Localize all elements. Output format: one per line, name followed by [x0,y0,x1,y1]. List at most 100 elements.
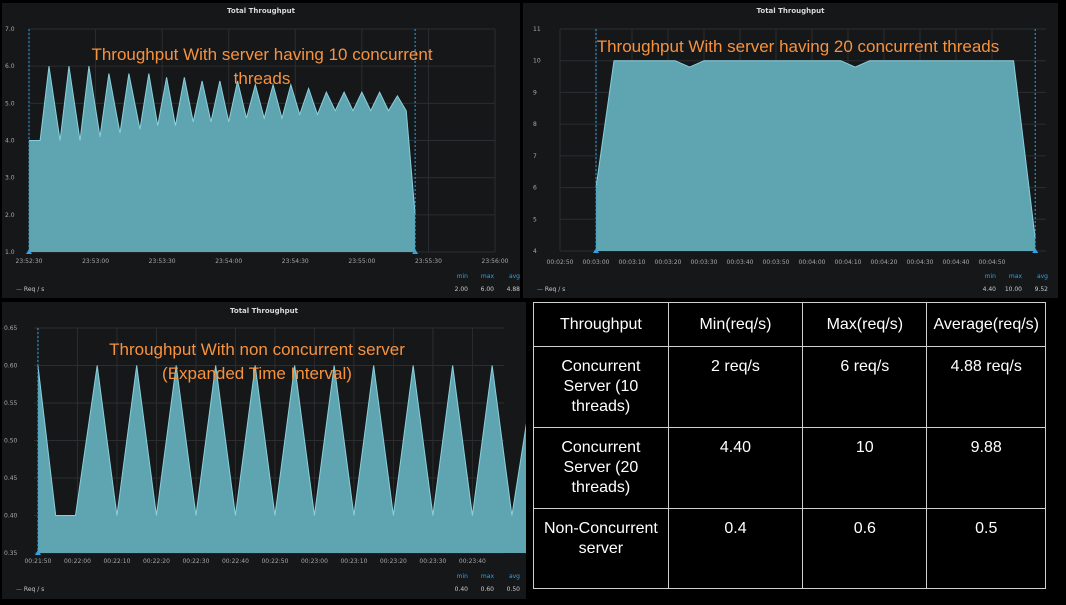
series-line [595,60,1036,239]
legend-stats: min max avg 2.00 6.00 4.88 [442,273,520,293]
y-tick-label: 0.35 [4,550,18,557]
y-tick-label: 1.0 [5,249,15,256]
stat-max-value: 6.00 [480,286,494,293]
legend-swatch: — [16,286,22,293]
header-average: Average(req/s) [926,302,1046,347]
series-area [596,60,1036,251]
chart-annotation: Throughput With server having 20 concurr… [543,35,1053,59]
stat-min-value: 4.40 [982,286,996,293]
x-tick-label: 00:04:00 [799,259,826,266]
x-tick-label: 00:22:30 [182,558,209,565]
row-max: 0.6 [802,508,928,589]
legend-label: Req / s [544,286,566,293]
stat-avg-label: avg [508,573,520,580]
y-tick-label: 0.50 [4,438,18,445]
stat-avg-value: 9.52 [1034,286,1048,293]
x-tick-label: 00:23:10 [340,558,367,565]
y-tick-label: 2.0 [5,212,15,219]
throughput-chart-non-concurrent: 0.35 0.40 0.45 0.50 0.55 0.60 0.65 00:21:50 00:2… [4,325,526,565]
x-tick-label: 00:04:50 [979,259,1006,266]
range-marker-triangle [593,248,599,253]
x-tick-label: 00:21:50 [24,558,51,565]
stat-min-label: min [456,573,468,580]
row-name: Concurrent Server (10 threads) [533,346,669,428]
x-tick-label: 00:03:00 [583,259,610,266]
throughput-chart-10-threads: 1.0 2.0 3.0 4.0 5.0 6.0 7.0 23:52:30 23:53:00 23:… [5,26,509,265]
x-tick-label: 00:04:40 [943,259,970,266]
panel-title: Total Throughput [227,7,295,15]
annotation-line-2: (Expanded Time Interval) [162,364,352,383]
range-marker-triangle [26,249,32,254]
stat-min-label: min [456,273,468,280]
table-row: Non-Concurrent server 0.4 0.6 0.5 [533,508,1046,589]
throughput-summary-table: Throughput Min(req/s) Max(req/s) Average… [533,302,1046,589]
y-tick-label: 11 [533,26,541,33]
y-tick-label: 10 [533,58,541,65]
legend[interactable]: — Req / s [16,286,44,293]
x-tick-label: 00:03:40 [727,259,754,266]
x-tick-label: 00:03:50 [763,259,790,266]
panel-title: Total Throughput [756,7,825,15]
stat-max-label: max [1008,273,1022,280]
y-tick-label: 6.0 [5,63,15,70]
y-tick-label: 6 [533,185,537,192]
y-tick-label: 5 [533,216,537,223]
x-tick-label: 23:54:30 [282,258,309,265]
x-tick-label: 00:23:40 [459,558,486,565]
stat-min-label: min [984,273,996,280]
x-tick-label: 23:56:00 [482,258,509,265]
x-tick-label: 23:55:00 [348,258,375,265]
stat-min-value: 0.40 [454,586,468,593]
y-tick-label: 0.40 [4,513,18,520]
x-tick-label: 00:03:10 [619,259,646,266]
series-line [29,66,416,215]
x-tick-label: 00:04:10 [835,259,862,266]
annotation-line-2: threads [233,69,291,88]
y-tick-label: 0.55 [4,400,18,407]
legend[interactable]: — Req / s [16,586,44,593]
x-tick-label: 00:02:50 [547,259,574,266]
x-tick-label: 23:53:00 [82,258,109,265]
panel-title: Total Throughput [230,307,298,315]
throughput-chart-20-threads: 4 5 6 7 8 9 10 11 00:02:50 00:03:00 00:03:10 00:03:… [533,26,1046,266]
y-tick-label: 0.60 [4,363,18,370]
legend[interactable]: — Req / s [537,286,565,293]
table-row: Concurrent Server (20 threads) 4.40 10 9… [533,427,1046,509]
series-area [29,66,416,252]
table-header-row: Throughput Min(req/s) Max(req/s) Average… [533,302,1046,347]
row-max: 6 req/s [802,346,928,428]
range-marker-triangle [412,249,419,254]
x-tick-label: 23:52:30 [16,258,43,265]
x-tick-label: 00:23:30 [419,558,446,565]
chart-panel-10-threads: Total Throughput 1.0 2.0 3.0 4.0 5.0 6.0 7.0 23… [2,3,520,298]
stat-max-value: 10.00 [1004,286,1022,293]
x-tick-label: 00:22:20 [143,558,170,565]
chart-annotation: Throughput With server having 10 concurr… [42,43,482,91]
stat-max-value: 0.60 [480,586,494,593]
x-tick-label: 23:54:00 [215,258,242,265]
legend-swatch: — [537,286,543,293]
row-min: 4.40 [667,427,804,509]
y-tick-label: 0.65 [4,325,18,332]
header-min: Min(req/s) [667,302,804,347]
chart-annotation: Throughput With non concurrent server (E… [57,338,457,386]
legend-label: Req / s [23,586,45,593]
y-tick-label: 3.0 [5,175,15,182]
x-tick-label: 00:22:40 [222,558,249,565]
x-tick-label: 00:04:30 [907,259,934,266]
stat-min-value: 2.00 [454,286,468,293]
x-tick-label: 00:23:00 [301,558,328,565]
annotation-line-1: Throughput With non concurrent server [109,340,405,359]
legend-label: Req / s [23,286,45,293]
table-row: Concurrent Server (10 threads) 2 req/s 6… [533,346,1046,428]
y-tick-label: 0.45 [4,475,18,482]
range-marker-triangle [1032,248,1039,253]
x-tick-label: 00:22:10 [103,558,130,565]
legend-stats: min max avg 4.40 10.00 9.52 [970,273,1048,293]
row-max: 10 [802,427,928,509]
x-tick-label: 00:22:00 [64,558,91,565]
stat-avg-value: 4.88 [506,286,520,293]
row-avg: 0.5 [926,508,1046,589]
x-tick-label: 00:03:30 [691,259,718,266]
row-min: 2 req/s [667,346,804,428]
